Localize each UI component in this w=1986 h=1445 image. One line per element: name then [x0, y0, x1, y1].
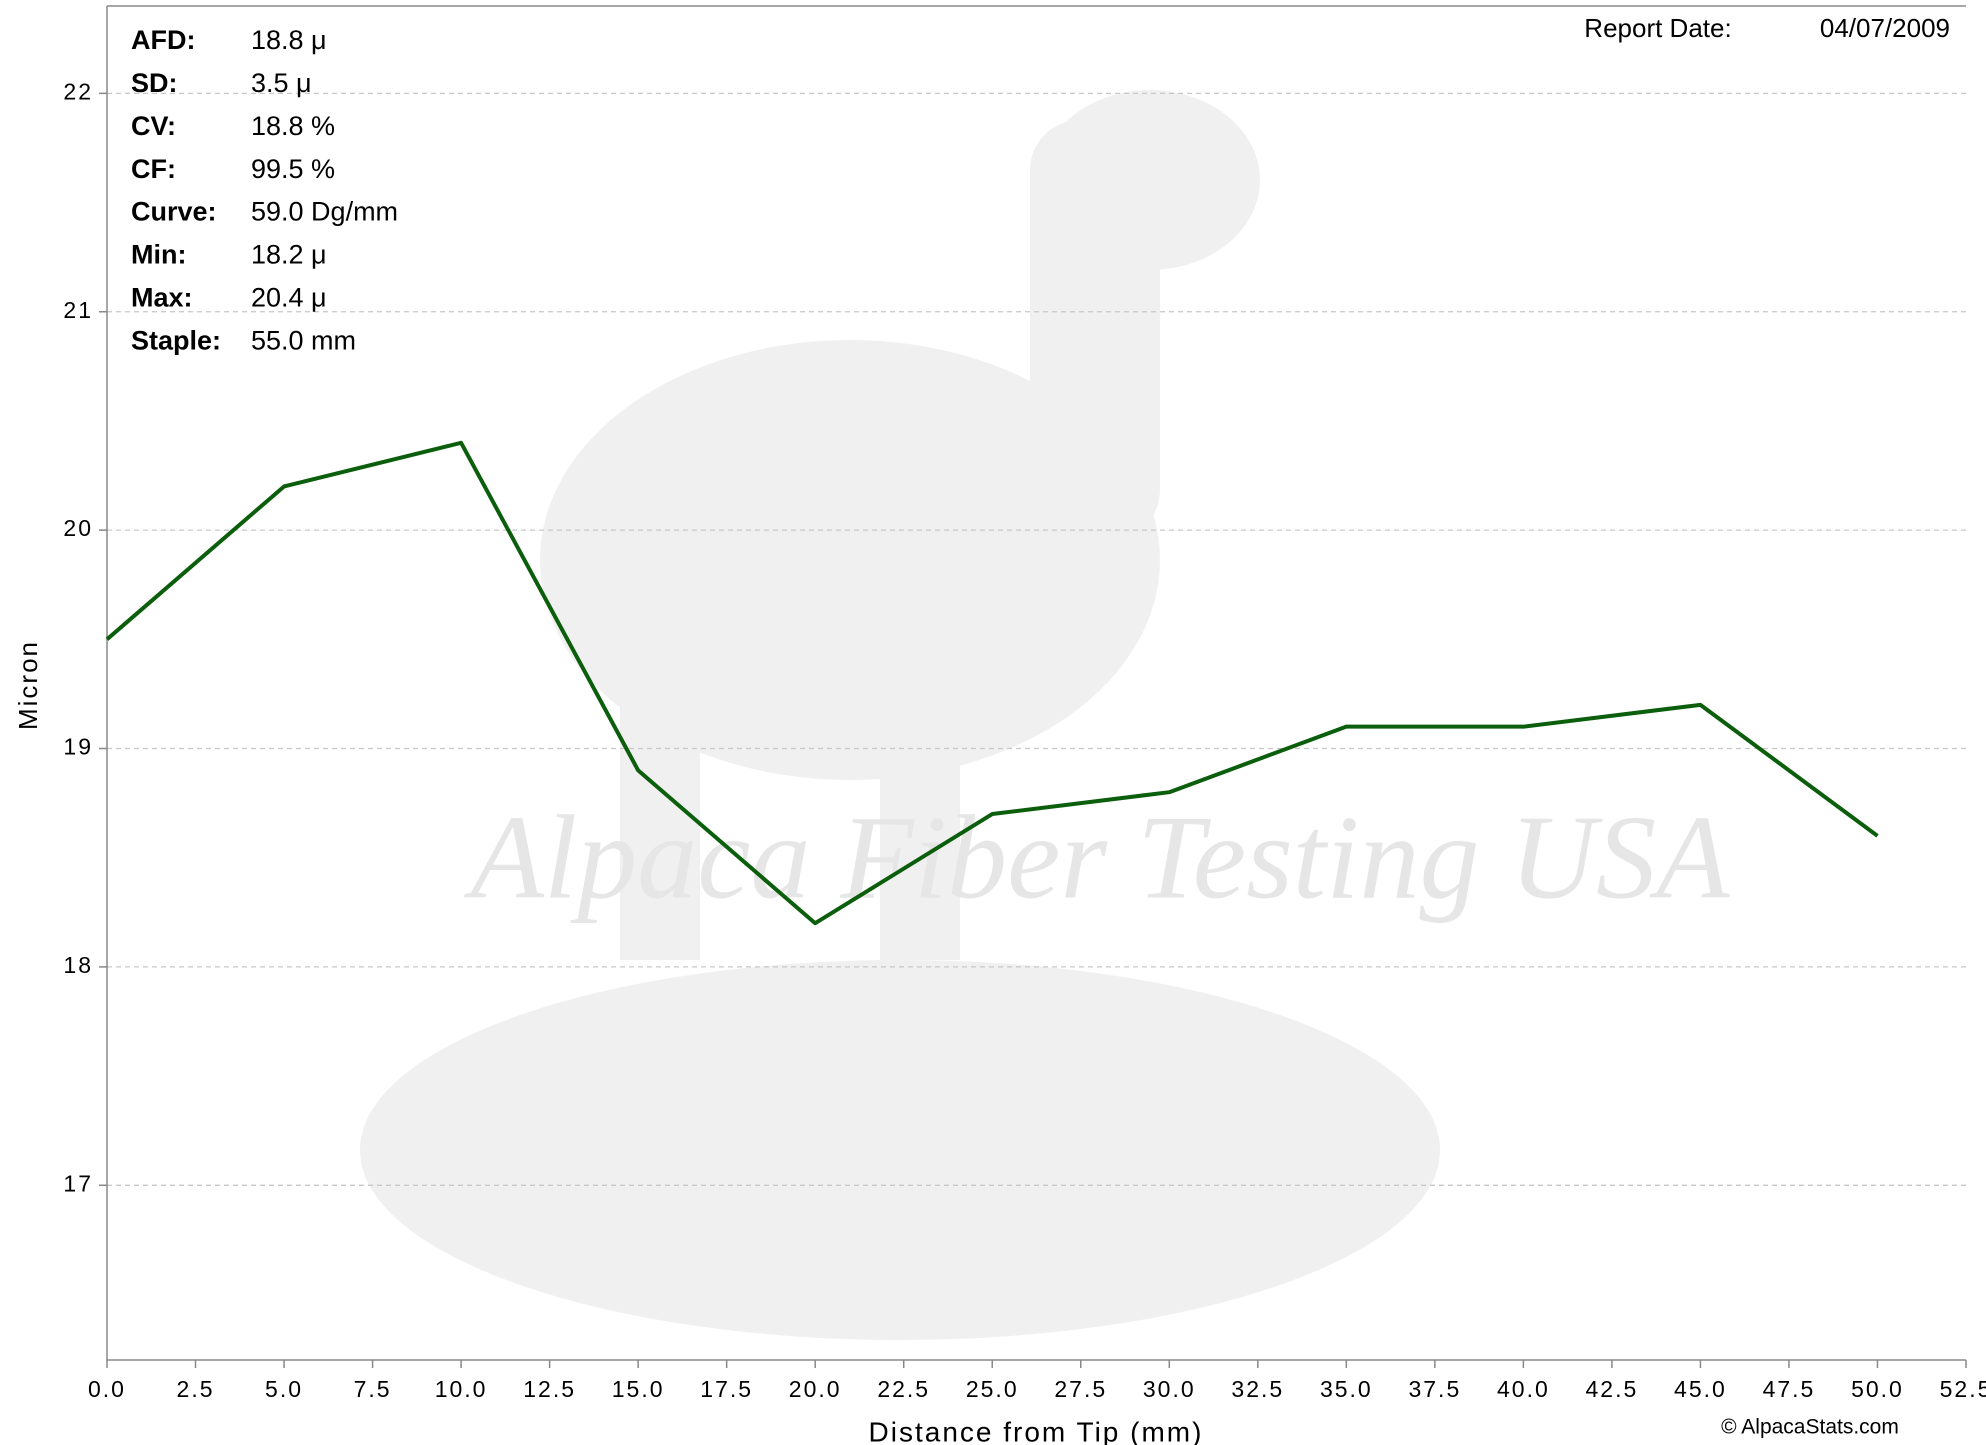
x-tick-label: 35.0 [1320, 1376, 1373, 1402]
stat-value: 18.2 μ [251, 240, 327, 270]
stat-value: 3.5 μ [251, 68, 312, 98]
x-tick-label: 52.5 [1940, 1376, 1986, 1402]
x-axis-title: Distance from Tip (mm) [869, 1416, 1204, 1445]
chart: Alpaca Fiber Testing USA Report Date: 04… [0, 0, 1986, 1445]
stat-value: 99.5 % [251, 154, 335, 184]
x-tick-label: 2.5 [177, 1376, 215, 1402]
watermark-image [360, 90, 1440, 1340]
copyright: © AlpacaStats.com [1721, 1416, 1899, 1439]
stat-label: Staple: [131, 325, 221, 355]
y-axis-title: Micron [13, 640, 43, 730]
x-tick-label: 15.0 [612, 1376, 665, 1402]
y-tick-label: 18 [63, 952, 93, 978]
x-tick-label: 17.5 [700, 1376, 753, 1402]
y-tick-label: 19 [63, 734, 93, 760]
stat-label: SD: [131, 68, 178, 98]
x-tick-label: 30.0 [1143, 1376, 1196, 1402]
x-tick-label: 47.5 [1763, 1376, 1816, 1402]
y-tick-label: 22 [63, 78, 93, 104]
stat-label: Curve: [131, 197, 217, 227]
stat-label: AFD: [131, 25, 195, 55]
x-tick-label: 0.0 [88, 1376, 126, 1402]
stat-label: CV: [131, 111, 176, 141]
x-tick-label: 5.0 [265, 1376, 303, 1402]
x-tick-label: 12.5 [523, 1376, 576, 1402]
x-tick-label: 45.0 [1674, 1376, 1727, 1402]
stat-label: CF: [131, 154, 176, 184]
x-tick-label: 25.0 [966, 1376, 1019, 1402]
watermark-text: Alpaca Fiber Testing USA [464, 791, 1731, 924]
report-date: 04/07/2009 [1820, 13, 1950, 43]
x-tick-label: 27.5 [1054, 1376, 1107, 1402]
x-tick-label: 10.0 [435, 1376, 488, 1402]
x-tick-label: 22.5 [877, 1376, 930, 1402]
x-tick-label: 32.5 [1231, 1376, 1284, 1402]
x-tick-label: 7.5 [354, 1376, 392, 1402]
y-tick-label: 17 [63, 1170, 93, 1196]
x-tick-label: 20.0 [789, 1376, 842, 1402]
y-tick-label: 20 [63, 515, 93, 541]
stat-label: Max: [131, 283, 193, 313]
x-tick-label: 37.5 [1408, 1376, 1461, 1402]
stat-value: 55.0 mm [251, 325, 356, 355]
stat-value: 20.4 μ [251, 283, 327, 313]
stat-label: Min: [131, 240, 186, 270]
y-tick-label: 21 [63, 297, 93, 323]
x-tick-label: 50.0 [1851, 1376, 1904, 1402]
stat-value: 18.8 μ [251, 25, 327, 55]
report-date-label: Report Date: [1584, 13, 1731, 43]
stat-value: 18.8 % [251, 111, 335, 141]
stat-value: 59.0 Dg/mm [251, 197, 398, 227]
x-tick-label: 40.0 [1497, 1376, 1550, 1402]
x-tick-label: 42.5 [1586, 1376, 1639, 1402]
